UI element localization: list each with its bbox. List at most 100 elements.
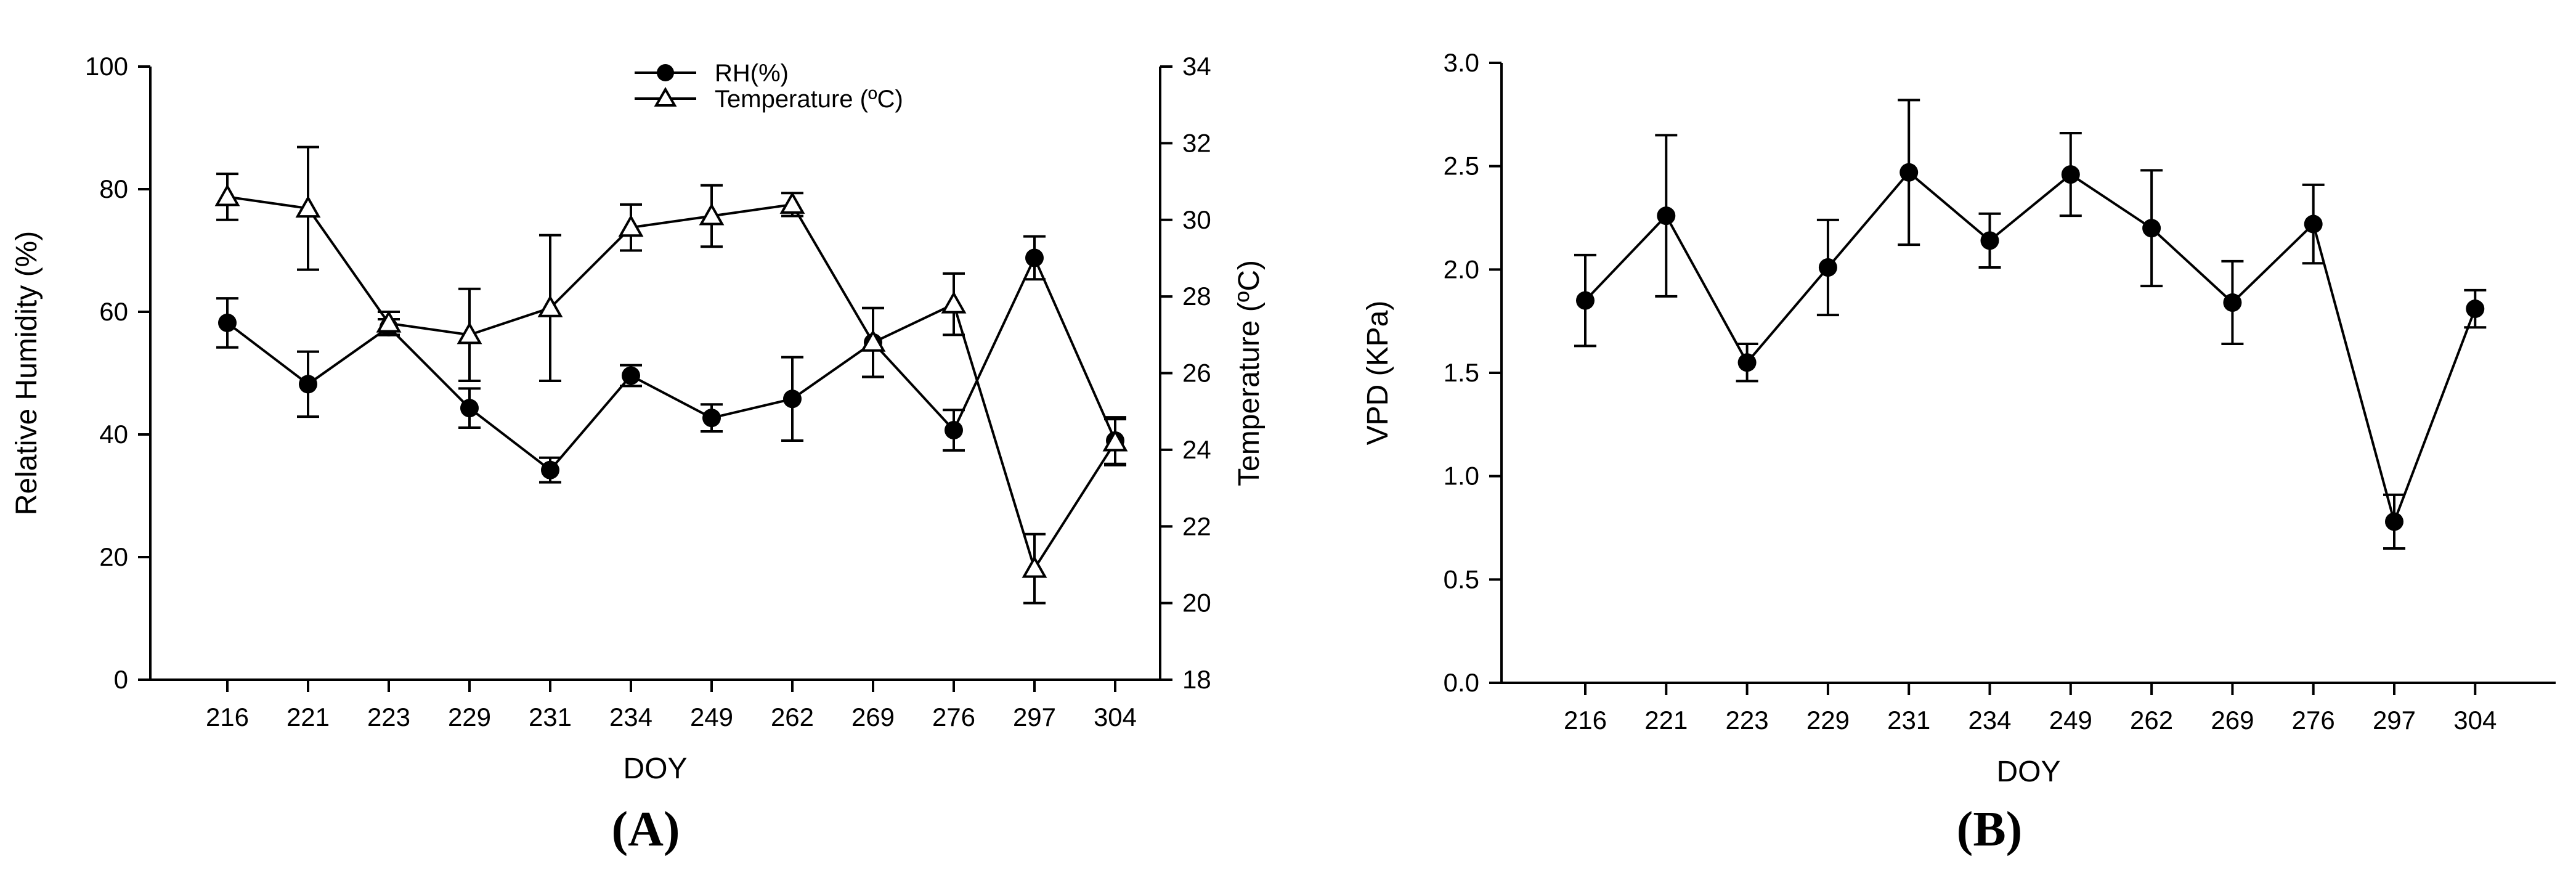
x-tick-label: 249: [690, 703, 733, 731]
data-point-circle: [218, 313, 237, 332]
y-tick-label: 60: [99, 297, 128, 326]
series-rh: [216, 235, 1126, 484]
data-point-triangle: [1102, 429, 1128, 452]
data-point-triangle: [214, 184, 240, 206]
y-tick-label: 2.0: [1444, 255, 1479, 283]
data-point-circle: [1818, 258, 1837, 277]
y-tick-label: 2.5: [1444, 152, 1479, 181]
x-tick-label: 231: [1887, 706, 1930, 735]
data-point-circle: [702, 409, 721, 428]
data-point-circle: [622, 366, 640, 385]
y2-tick-label: 26: [1182, 359, 1211, 388]
y-axis-title: VPD (KPa): [1362, 301, 1394, 446]
y2-tick-label: 30: [1182, 205, 1211, 234]
data-point-circle: [1657, 206, 1676, 226]
x-tick-label: 234: [1968, 706, 2011, 735]
y-axis-title: Relative Humidity (%): [10, 231, 43, 515]
x-tick-label: 304: [1094, 703, 1137, 731]
x-tick-label: 216: [206, 703, 249, 731]
y-tick-label: 0.5: [1444, 564, 1479, 593]
data-point-circle: [2223, 293, 2242, 312]
data-point-triangle: [941, 291, 967, 314]
x-tick-label: 234: [609, 703, 652, 731]
data-point-triangle: [376, 310, 402, 333]
x-tick-label: 304: [2453, 706, 2497, 735]
y2-tick-label: 18: [1182, 665, 1211, 694]
series-temperature: [214, 145, 1128, 605]
y-tick-label: 100: [85, 52, 128, 81]
y2-tick-label: 22: [1182, 511, 1211, 540]
data-point-circle: [2142, 219, 2161, 238]
data-point-circle: [1576, 291, 1595, 310]
x-axis-title: DOY: [623, 752, 687, 785]
data-point-triangle: [457, 322, 482, 344]
series-line-vpd: [1584, 170, 2477, 526]
data-point-circle: [2061, 165, 2080, 184]
data-point-triangle: [618, 214, 644, 237]
legend-triangle-icon: [654, 86, 677, 107]
x-tick-label: 221: [1644, 706, 1688, 735]
data-point-circle: [2385, 512, 2403, 531]
y-tick-label: 40: [99, 420, 128, 449]
x-tick-label: 262: [2130, 706, 2173, 735]
x-tick-label: 297: [2373, 706, 2416, 735]
y-tick-label: 0: [114, 665, 128, 694]
y2-tick-label: 28: [1182, 282, 1211, 311]
legend-label: RH(%): [715, 60, 789, 87]
x-tick-label: 269: [851, 703, 895, 731]
panel-label: (A): [611, 802, 680, 857]
x-tick-label: 231: [529, 703, 572, 731]
data-point-circle: [945, 421, 963, 440]
x-tick-label: 262: [771, 703, 814, 731]
x-tick-label: 269: [2211, 706, 2254, 735]
x-tick-label: 223: [1726, 706, 1769, 735]
x-tick-label: 229: [448, 703, 491, 731]
legend-circle-icon: [657, 64, 674, 81]
y2-tick-label: 24: [1182, 435, 1211, 464]
data-point-triangle: [537, 295, 563, 317]
series-line-rh: [226, 255, 1116, 472]
x-tick-label: 223: [367, 703, 410, 731]
y2-tick-label: 32: [1182, 128, 1211, 157]
x-tick-label: 297: [1013, 703, 1056, 731]
data-point-circle: [299, 375, 317, 394]
y-tick-label: 1.5: [1444, 358, 1479, 387]
panel-a: 0 20 40 60 80 100 216 221 223 229 231 234 249 262 269 2…: [10, 52, 1266, 857]
data-point-circle: [541, 460, 559, 479]
data-point-circle: [2466, 299, 2485, 319]
y-tick-label: 80: [99, 174, 128, 203]
x-tick-label: 216: [1564, 706, 1607, 735]
panel-label: (B): [1957, 802, 2023, 857]
x-tick-label: 229: [1806, 706, 1850, 735]
data-point-circle: [460, 399, 479, 418]
data-point-triangle: [779, 191, 805, 214]
y2-axis-title: Temperature (ºC): [1233, 260, 1266, 486]
data-point-circle: [2304, 214, 2323, 234]
x-tick-label: 249: [2049, 706, 2092, 735]
y-tick-label: 0.0: [1444, 668, 1479, 697]
x-tick-label: 276: [2292, 706, 2335, 735]
data-point-triangle: [860, 329, 886, 352]
data-point-circle: [1899, 163, 1919, 182]
y2-tick-label: 20: [1182, 589, 1211, 617]
x-tick-label: 221: [286, 703, 330, 731]
data-point-circle: [783, 389, 802, 409]
legend-label: Temperature (ºC): [715, 86, 903, 113]
y2-tick-label: 34: [1182, 52, 1211, 81]
series-line-temperature: [227, 195, 1116, 572]
data-point-circle: [1980, 231, 1999, 250]
y-tick-label: 20: [99, 542, 128, 571]
data-point-circle: [1737, 353, 1757, 372]
x-axis-title: DOY: [1996, 756, 2060, 788]
y-tick-label: 3.0: [1444, 48, 1479, 77]
data-point-triangle: [1022, 555, 1047, 578]
data-point-triangle: [699, 203, 725, 226]
series-vpd: [1574, 99, 2487, 550]
x-tick-label: 276: [932, 703, 975, 731]
data-point-triangle: [295, 195, 321, 218]
panel-b: 0.0 0.5 1.0 1.5 2.0 2.5 3.0 216 221 223 229 231 234 2…: [1362, 48, 2556, 857]
y-tick-label: 1.0: [1444, 462, 1479, 491]
legend: RH(%)Temperature (ºC): [635, 60, 903, 113]
data-point-circle: [1025, 248, 1044, 267]
